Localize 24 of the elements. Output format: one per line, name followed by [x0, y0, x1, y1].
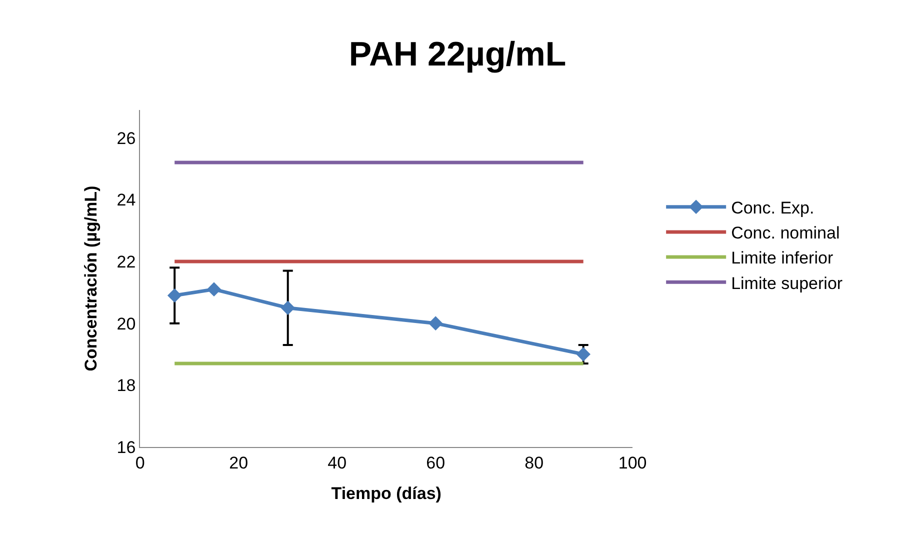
- x-tick-label: 60: [426, 453, 446, 472]
- legend-label: Limite superior: [731, 274, 843, 293]
- legend-label: Conc. nominal: [731, 224, 840, 243]
- x-tick-label: 80: [524, 453, 544, 472]
- point: [576, 347, 590, 362]
- x-tick-label: 20: [229, 453, 248, 472]
- y-axis-title: Concentración (µg/mL): [81, 186, 100, 372]
- point: [280, 300, 296, 316]
- x-tick-label: 100: [618, 453, 647, 472]
- y-tick-label: 16: [116, 438, 136, 457]
- chart-title: PAH 22µg/mL: [348, 36, 566, 74]
- y-tick-label: 22: [116, 252, 136, 272]
- y-tick-label: 20: [116, 314, 136, 334]
- y-tick-label: 18: [116, 376, 136, 396]
- point: [167, 288, 182, 303]
- legend-label: Limite inferior: [731, 248, 834, 268]
- point: [206, 282, 222, 296]
- x-tick-label: 40: [328, 453, 347, 472]
- y-tick-label: 24: [116, 190, 136, 210]
- point: [428, 316, 443, 330]
- x-axis-title: Tiempo (días): [331, 484, 442, 503]
- legend-label: Conc. Exp.: [731, 198, 814, 218]
- y-tick-label: 26: [116, 128, 136, 148]
- x-tick-label: 0: [135, 453, 145, 472]
